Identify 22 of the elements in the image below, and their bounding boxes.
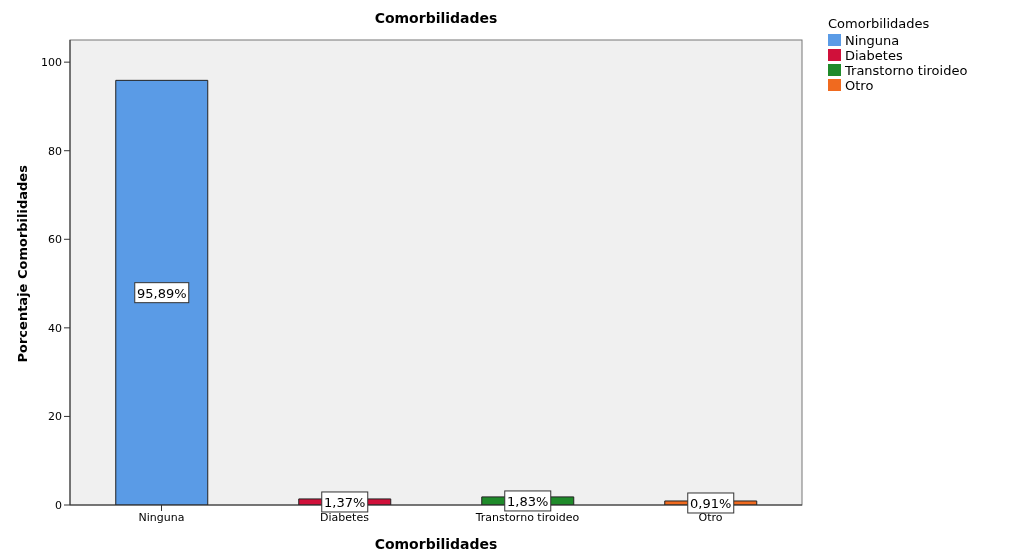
legend-label: Diabetes (845, 48, 903, 63)
y-axis-title: Porcentaje Comorbilidades (14, 164, 30, 363)
y-tick-label: 20 (48, 410, 62, 424)
x-tick-label: Diabetes (320, 510, 370, 524)
data-label: 95,89% (136, 285, 187, 301)
data-label: 1,83% (507, 493, 549, 509)
y-tick-label: 40 (48, 321, 62, 335)
legend-title: Comorbilidades (828, 16, 930, 31)
legend-label: Transtorno tiroideo (844, 63, 968, 78)
data-label: 0,91% (690, 495, 732, 511)
x-axis-title: Comorbilidades (374, 536, 498, 549)
y-tick-label: 0 (55, 498, 62, 512)
x-tick-label: Ninguna (138, 510, 185, 524)
y-tick-label: 80 (48, 144, 62, 158)
y-tick-label: 60 (48, 233, 62, 247)
chart-title: Comorbilidades (373, 10, 499, 26)
y-tick-label: 100 (41, 56, 62, 70)
legend-label: Ninguna (845, 33, 900, 48)
legend-label: Otro (845, 78, 874, 93)
x-tick-label: Transtorno tiroideo (474, 510, 580, 524)
x-tick-label: Otro (698, 510, 723, 524)
data-label: 1,37% (324, 494, 366, 510)
